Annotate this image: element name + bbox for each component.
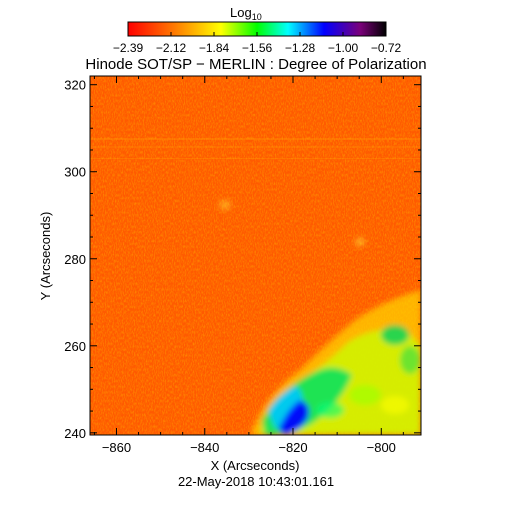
x-tick-label: −860	[102, 440, 131, 455]
x-tick-label: −840	[190, 440, 219, 455]
x-axis: −860 −840 −820 −800	[93, 76, 404, 455]
x-axis-label: X (Arcseconds)	[211, 458, 300, 473]
y-axis: 240 260 280 300 320	[64, 78, 421, 441]
colorbar-ticks: −2.39 −2.12 −1.84 −1.56 −1.28 −1.00 −0.72	[113, 32, 402, 55]
y-tick-label: 300	[64, 165, 86, 180]
colorbar-tick-label: −1.56	[242, 41, 273, 55]
colorbar-tick-label: −1.84	[199, 41, 230, 55]
timestamp: 22-May-2018 10:43:01.161	[178, 474, 334, 489]
colorbar-tick-label: −2.39	[113, 41, 144, 55]
y-tick-label: 320	[64, 78, 86, 93]
colorbar-title: Log10	[230, 5, 262, 22]
y-tick-label: 260	[64, 339, 86, 354]
colorbar-tick-label: −1.00	[328, 41, 359, 55]
plot-frame	[89, 75, 422, 436]
polarization-map	[90, 76, 421, 435]
plot-title: Hinode SOT/SP − MERLIN : Degree of Polar…	[85, 56, 426, 73]
colorbar-tick-label: −0.72	[371, 41, 402, 55]
x-tick-label: −820	[278, 440, 307, 455]
y-tick-label: 240	[64, 426, 86, 441]
x-tick-label: −800	[367, 440, 396, 455]
colorbar-tick-label: −1.28	[285, 41, 316, 55]
colorbar-tick-label: −2.12	[156, 41, 187, 55]
y-tick-label: 280	[64, 252, 86, 267]
y-axis-label: Y (Arcseconds)	[38, 212, 53, 301]
